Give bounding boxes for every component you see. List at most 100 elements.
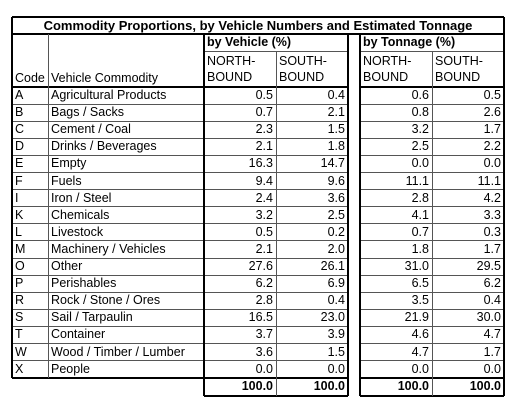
row-commodity: Drinks / Beverages (51, 139, 157, 154)
grid-line (204, 394, 348, 397)
row-commodity: Livestock (51, 224, 104, 239)
row-commodity: People (51, 361, 90, 376)
row-vehicle-southbound: 2.1 (327, 105, 345, 120)
row-tonnage-northbound: 3.2 (411, 122, 429, 137)
row-tonnage-northbound: 21.9 (404, 310, 429, 325)
row-vehicle-southbound: 0.4 (327, 293, 345, 308)
row-commodity: Container (51, 327, 106, 342)
row-vehicle-northbound: 2.4 (255, 190, 273, 205)
row-code: E (15, 156, 24, 171)
grid-line (203, 34, 205, 396)
header-tonnage-southbound-line2: BOUND (435, 70, 481, 84)
row-tonnage-southbound: 11.1 (477, 173, 501, 188)
grid-line (347, 34, 349, 396)
grid-line (12, 360, 348, 362)
grid-line (47, 34, 49, 378)
row-code: B (15, 105, 24, 120)
row-code: C (15, 122, 25, 137)
header-tonnage-northbound-line1: NORTH- (363, 54, 412, 68)
row-tonnage-northbound: 4.6 (411, 327, 429, 342)
row-commodity: Iron / Steel (51, 190, 112, 205)
grid-line (275, 51, 277, 396)
grid-line (431, 51, 433, 396)
row-tonnage-southbound: 29.5 (476, 259, 501, 273)
row-code: F (15, 173, 23, 188)
row-vehicle-southbound: 1.5 (327, 122, 345, 137)
grid-line (11, 17, 13, 34)
row-code: P (15, 276, 24, 291)
row-vehicle-northbound: 0.5 (255, 224, 273, 239)
row-vehicle-southbound: 2.5 (327, 207, 345, 222)
grid-line (12, 33, 504, 35)
header-code: Code (15, 71, 45, 85)
header-tonnage-northbound-line2: BOUND (363, 70, 409, 84)
row-tonnage-northbound: 6.5 (411, 276, 429, 291)
grid-line (12, 154, 348, 156)
row-commodity: Chemicals (51, 207, 110, 222)
row-tonnage-northbound: 0.7 (411, 224, 429, 239)
row-vehicle-southbound: 1.5 (327, 344, 345, 359)
row-vehicle-southbound: 1.8 (327, 139, 345, 154)
header-vehicle-southbound-line2: BOUND (279, 70, 325, 84)
row-vehicle-southbound: 0.0 (327, 361, 345, 376)
row-tonnage-northbound: 0.0 (411, 156, 429, 171)
row-vehicle-southbound: 0.2 (327, 224, 345, 239)
row-vehicle-northbound: 9.4 (255, 173, 273, 188)
row-commodity: Bags / Sacks (51, 105, 124, 120)
grid-line (12, 240, 348, 242)
table-title: Commodity Proportions, by Vehicle Number… (43, 18, 473, 33)
grid-line (360, 394, 504, 397)
grid-line (12, 376, 348, 379)
row-tonnage-southbound: 0.0 (483, 361, 501, 376)
row-tonnage-northbound: 31.0 (404, 259, 429, 273)
row-code: I (15, 190, 19, 205)
row-tonnage-northbound: 0.8 (411, 105, 429, 120)
header-vehicle-southbound-line1: SOUTH- (279, 54, 327, 68)
row-vehicle-southbound: 3.9 (327, 327, 345, 342)
row-tonnage-southbound: 4.7 (483, 327, 501, 342)
row-commodity: Perishables (51, 276, 117, 291)
row-commodity: Wood / Timber / Lumber (51, 344, 185, 359)
row-commodity: Sail / Tarpaulin (51, 310, 133, 325)
row-commodity: Rock / Stone / Ores (51, 293, 161, 308)
row-vehicle-northbound: 2.3 (255, 122, 273, 137)
row-tonnage-northbound: 0.6 (411, 88, 429, 102)
header-vehicle-northbound-line2: BOUND (207, 70, 253, 84)
grid-line (12, 120, 348, 122)
row-code: D (15, 139, 25, 154)
row-tonnage-southbound: 2.2 (483, 139, 501, 154)
row-vehicle-northbound: 3.6 (255, 344, 273, 359)
group-header-tonnage: by Tonnage (%) (363, 35, 456, 49)
row-vehicle-northbound: 16.5 (248, 310, 273, 325)
row-commodity: Other (51, 259, 83, 273)
row-tonnage-southbound: 3.3 (483, 207, 501, 222)
grid-line (12, 308, 348, 310)
row-commodity: Agricultural Products (51, 88, 167, 102)
grid-line (12, 16, 504, 18)
row-tonnage-southbound: 1.7 (483, 122, 501, 137)
row-code: X (15, 361, 24, 376)
row-tonnage-northbound: 0.0 (411, 361, 429, 376)
row-vehicle-northbound: 0.0 (255, 361, 273, 376)
row-tonnage-northbound: 2.8 (411, 190, 429, 205)
grid-line (12, 206, 348, 208)
row-commodity: Fuels (51, 173, 82, 188)
row-vehicle-southbound: 0.4 (327, 88, 345, 102)
row-code: L (15, 224, 22, 239)
grid-line (12, 103, 348, 105)
total-vehicle-northbound: 100.0 (241, 378, 273, 393)
row-vehicle-northbound: 2.1 (255, 139, 273, 154)
row-tonnage-southbound: 6.2 (483, 276, 501, 291)
row-vehicle-southbound: 2.0 (327, 241, 345, 256)
group-header-vehicle: by Vehicle (%) (207, 35, 292, 49)
total-vehicle-southbound: 100.0 (313, 378, 345, 393)
row-tonnage-southbound: 1.7 (483, 241, 501, 256)
grid-line (12, 291, 348, 293)
row-tonnage-southbound: 4.2 (483, 190, 501, 205)
grid-line (12, 86, 348, 88)
row-vehicle-northbound: 0.5 (255, 88, 273, 102)
row-code: T (15, 327, 23, 342)
grid-line (12, 343, 348, 344)
row-code: A (15, 88, 24, 102)
